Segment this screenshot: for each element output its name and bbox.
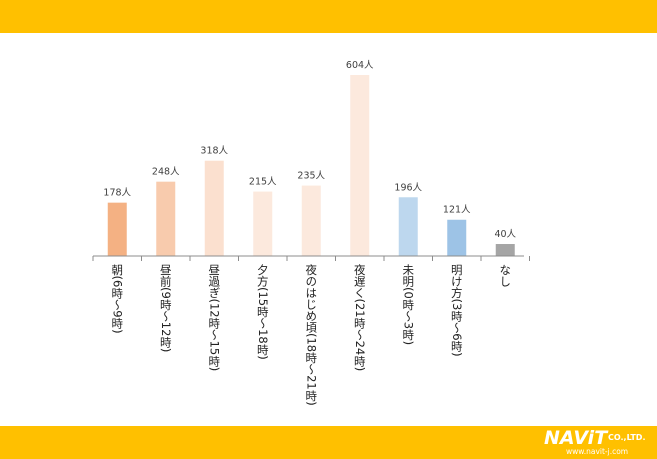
data-label: 248人 <box>152 167 180 178</box>
category-label: 夜のはじめ頃(18時〜21時) <box>304 263 318 406</box>
bar <box>107 202 127 256</box>
data-label: 40人 <box>494 229 516 240</box>
bar <box>204 160 224 256</box>
category-label: 未明(0時〜3時) <box>401 264 415 345</box>
bars-layer <box>107 75 515 256</box>
logo-wordmark: NAViT <box>544 427 608 449</box>
logo-company-suffix: CO.,LTD. <box>608 433 646 442</box>
data-label: 196人 <box>394 182 422 193</box>
data-labels: 178人 248人 318人 215人 235人 604人 196人 121人 40人 <box>103 60 516 240</box>
bar <box>495 244 515 256</box>
data-label: 604人 <box>346 60 374 71</box>
bar <box>398 197 418 256</box>
category-labels: 朝(6時〜9時) 昼前(9時〜12時) 昼過ぎ(12時〜15時) 夕方(15時〜18時… <box>110 263 512 406</box>
bar <box>253 191 273 256</box>
bottom-banner <box>0 426 657 459</box>
category-label: 夜遅く(21時〜24時) <box>353 263 367 371</box>
bar <box>301 185 321 256</box>
navit-logo: NAViT CO.,LTD. www.navit-j.com <box>544 428 656 458</box>
x-axis-ticks <box>92 256 530 261</box>
data-label: 121人 <box>443 205 471 216</box>
bar-chart: 178人 248人 318人 215人 235人 604人 196人 121人 40人 朝(6時… <box>92 60 530 406</box>
category-label: 朝(6時〜9時) <box>110 264 124 334</box>
data-label: 235人 <box>297 171 325 182</box>
bar <box>447 219 467 256</box>
category-label: 昼過ぎ(12時〜15時) <box>207 264 221 371</box>
bar <box>350 75 370 256</box>
category-label: 明け方(3時〜6時) <box>450 264 464 357</box>
category-label: 夕方(15時〜18時) <box>256 264 270 360</box>
data-label: 215人 <box>249 177 277 188</box>
data-label: 318人 <box>200 146 228 157</box>
top-banner <box>0 0 657 33</box>
logo-url: www.navit-j.com <box>566 447 629 456</box>
category-label: 昼前(9時〜12時) <box>159 264 173 352</box>
data-label: 178人 <box>103 188 131 199</box>
bar <box>156 181 176 256</box>
category-label: なし <box>498 264 512 287</box>
